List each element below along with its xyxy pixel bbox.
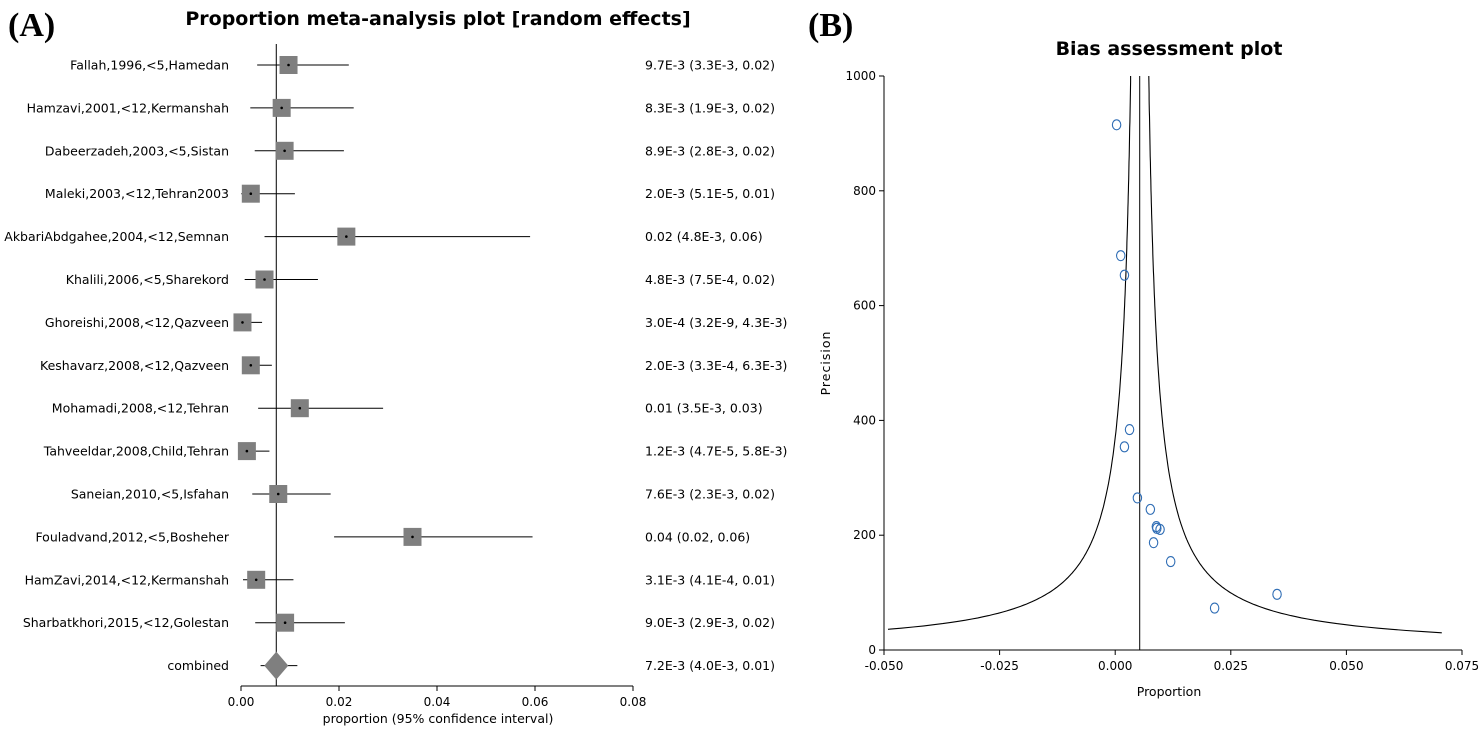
forest-x-tick-label: 0.04	[424, 695, 451, 709]
funnel-lower-limit-curve	[887, 76, 1132, 630]
study-point-estimate	[283, 149, 286, 153]
study-estimate-text: 9.7E-3 (3.3E-3, 0.02)	[645, 58, 775, 73]
combined-label: combined	[167, 658, 229, 673]
study-point-estimate	[411, 535, 414, 539]
study-point-estimate	[241, 321, 244, 324]
study-point	[1115, 250, 1126, 262]
study-point	[1124, 424, 1135, 436]
study-estimate-text: 2.0E-3 (5.1E-5, 0.01)	[645, 186, 775, 201]
panel-b-letter: (B)	[808, 7, 853, 44]
funnel-x-tick-label: 0.050	[1329, 659, 1363, 673]
study-label: Dabeerzadeh,2003,<5,Sistan	[45, 143, 229, 158]
funnel-x-tick-label: -0.050	[865, 659, 904, 673]
study-point	[1132, 492, 1143, 504]
study-point	[1119, 441, 1130, 453]
study-estimate-text: 1.2E-3 (4.7E-5, 5.8E-3)	[645, 444, 787, 459]
study-point	[1209, 602, 1220, 614]
study-estimate-text: 8.3E-3 (1.9E-3, 0.02)	[645, 100, 775, 115]
funnel-upper-limit-curve	[1148, 75, 1442, 634]
funnel-y-tick-label: 800	[853, 184, 876, 198]
study-label: Khalili,2006,<5,Sharekord	[66, 272, 229, 287]
study-label: HamZavi,2014,<12,Kermanshah	[25, 572, 229, 587]
funnel-plot: 0 200 400 600 800 1000 -0.050 -0.025 0.000 0.025 0…	[818, 69, 1479, 699]
study-point-estimate	[283, 621, 287, 624]
study-point	[1111, 119, 1122, 131]
funnel-plot-title: Bias assessment plot	[1056, 38, 1283, 60]
study-estimate-text: 9.0E-3 (2.9E-3, 0.02)	[645, 615, 775, 630]
forest-x-tick-label: 0.02	[326, 695, 353, 709]
funnel-x-tick-label: 0.075	[1445, 659, 1479, 673]
study-point-estimate	[345, 235, 348, 238]
study-label: Sharbatkhori,2015,<12,Golestan	[23, 615, 229, 630]
funnel-y-tick-label: 600	[853, 299, 876, 313]
panel-a-letter: (A)	[8, 7, 55, 44]
study-label: Fouladvand,2012,<5,Bosheher	[35, 529, 229, 544]
study-label: AkbariAbdgahee,2004,<12,Semnan	[4, 229, 229, 244]
forest-x-tick-label: 0.00	[228, 695, 255, 709]
combined-estimate-text: 7.2E-3 (4.0E-3, 0.01)	[645, 658, 775, 673]
study-label: Keshavarz,2008,<12,Qazveen	[40, 358, 229, 373]
forest-x-axis-label: proportion (95% confidence interval)	[323, 711, 554, 726]
funnel-y-tick-label: 400	[853, 413, 876, 427]
combined-diamond	[264, 651, 289, 680]
funnel-x-tick-label: 0.025	[1214, 659, 1248, 673]
study-label: Ghoreishi,2008,<12,Qazveen	[45, 315, 229, 330]
forest-x-tick-label: 0.06	[522, 695, 549, 709]
study-estimate-text: 7.6E-3 (2.3E-3, 0.02)	[645, 487, 775, 502]
funnel-y-tick-label: 200	[853, 528, 876, 542]
study-estimate-text: 3.1E-3 (4.1E-4, 0.01)	[645, 572, 775, 587]
study-point	[1119, 269, 1130, 281]
study-point-estimate	[280, 106, 283, 110]
forest-plot: Fallah,1996,<5,Hamedan 9.7E-3 (3.3E-3, 0.…	[4, 44, 787, 726]
funnel-y-tick-label: 1000	[845, 69, 876, 83]
funnel-x-axis-label: Proportion	[1137, 684, 1202, 699]
funnel-x-tick-label: -0.025	[980, 659, 1019, 673]
forest-x-tick-label: 0.08	[620, 695, 647, 709]
study-label: Hamzavi,2001,<12,Kermanshah	[27, 100, 229, 115]
study-estimate-text: 2.0E-3 (3.3E-4, 6.3E-3)	[645, 358, 787, 373]
forest-plot-title: Proportion meta-analysis plot [random ef…	[185, 8, 690, 30]
study-point-estimate	[276, 492, 280, 496]
study-estimate-text: 0.02 (4.8E-3, 0.06)	[645, 229, 763, 244]
study-label: Mohamadi,2008,<12,Tehran	[52, 401, 229, 416]
study-label: Maleki,2003,<12,Tehran2003	[45, 186, 229, 201]
study-point-estimate	[245, 449, 249, 453]
study-point-estimate	[263, 278, 266, 281]
funnel-y-axis-label: Precision	[818, 331, 833, 396]
study-point	[1155, 523, 1165, 536]
study-label: Tahveeldar,2008,Child,Tehran	[43, 444, 229, 459]
study-estimate-text: 0.01 (3.5E-3, 0.03)	[645, 401, 763, 416]
study-point	[1165, 556, 1176, 568]
study-estimate-text: 3.0E-4 (3.2E-9, 4.3E-3)	[645, 315, 787, 330]
study-point-estimate	[249, 364, 253, 367]
study-estimate-text: 8.9E-3 (2.8E-3, 0.02)	[645, 143, 775, 158]
funnel-y-tick-label: 0	[868, 643, 876, 657]
study-label: Fallah,1996,<5,Hamedan	[70, 58, 229, 73]
study-point-estimate	[298, 406, 302, 410]
study-point	[1145, 503, 1156, 515]
study-point-estimate	[287, 63, 290, 67]
study-label: Saneian,2010,<5,Isfahan	[71, 487, 229, 502]
funnel-x-tick-label: 0.000	[1098, 659, 1132, 673]
study-estimate-text: 0.04 (0.02, 0.06)	[645, 529, 750, 544]
study-estimate-text: 4.8E-3 (7.5E-4, 0.02)	[645, 272, 775, 287]
study-point-estimate	[249, 192, 253, 195]
study-point	[1148, 537, 1159, 549]
study-point	[1272, 588, 1282, 600]
study-point-estimate	[254, 578, 258, 582]
